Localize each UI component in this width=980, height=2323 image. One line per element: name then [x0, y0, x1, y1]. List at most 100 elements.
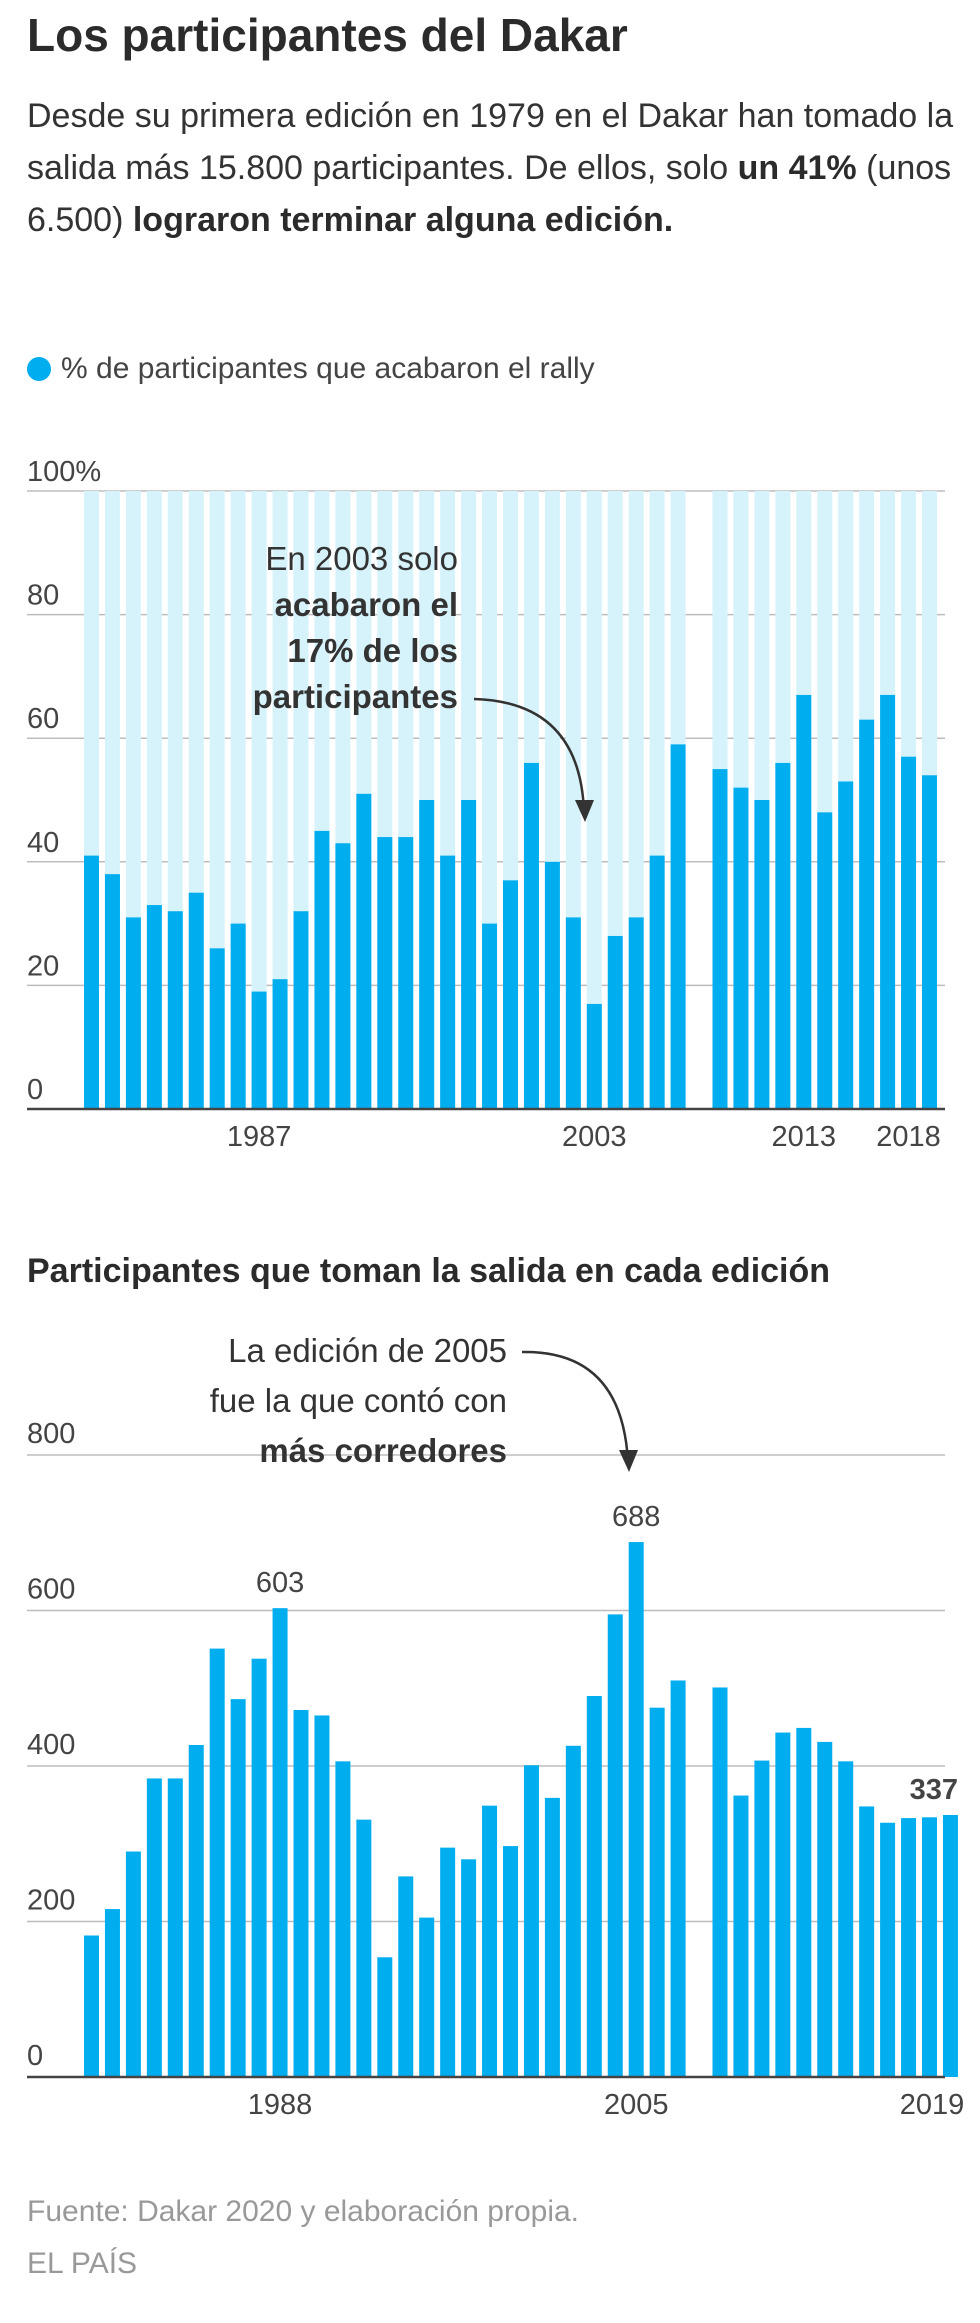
bar	[754, 1760, 770, 2077]
bar	[586, 1696, 602, 2077]
bar	[942, 1814, 958, 2077]
bar	[817, 1741, 833, 2077]
bar	[146, 905, 162, 1109]
bar	[775, 1732, 791, 2077]
bar	[314, 830, 330, 1109]
x-tick-label: 1988	[248, 2089, 313, 2121]
annotation-line: más corredores	[259, 1432, 507, 1469]
x-tick-label: 2019	[900, 2089, 965, 2121]
data-label: 337	[910, 1774, 958, 1806]
finishers-percentage-chart: 100% 80 60 40 20 0 1987 2003 2013 2018 En 2003 sol…	[27, 456, 945, 1153]
bar	[104, 874, 120, 1109]
bar	[188, 1745, 204, 2077]
annotation-line: participantes	[253, 678, 458, 715]
bar	[712, 769, 728, 1109]
bar	[461, 1859, 477, 2077]
bar	[440, 1847, 456, 2077]
bar	[314, 1715, 330, 2077]
bar	[398, 1876, 414, 2077]
bar	[712, 1687, 728, 2077]
bar	[754, 800, 770, 1109]
bar	[167, 911, 183, 1109]
bar-background	[272, 491, 288, 1109]
bar	[544, 861, 560, 1109]
bar	[859, 1806, 875, 2077]
bar	[922, 775, 937, 1109]
bar	[251, 1658, 267, 2077]
bar	[628, 1542, 644, 2077]
bar	[503, 1846, 518, 2077]
bar	[628, 917, 644, 1109]
bar	[733, 1795, 749, 2077]
source-note: Fuente: Dakar 2020 y elaboración propia.	[27, 2195, 580, 2228]
bar	[838, 781, 854, 1109]
bar	[775, 762, 791, 1109]
bar	[649, 1707, 665, 2077]
annotation-arrowhead	[619, 1450, 638, 1472]
y-tick-label: 20	[27, 950, 59, 982]
y-tick-label: 0	[27, 1074, 43, 1106]
bar	[901, 1818, 917, 2077]
y-tick-label: 600	[27, 1574, 75, 1606]
bar	[272, 1608, 288, 2077]
y-tick-label: 800	[27, 1418, 75, 1450]
data-label: 603	[256, 1567, 304, 1599]
x-tick-label: 2003	[562, 1121, 627, 1153]
intro-text-1: Desde su primera edición en 1979 en el D…	[27, 97, 954, 187]
bar	[565, 917, 581, 1109]
intro-paragraph: Desde su primera edición en 1979 en el D…	[27, 90, 957, 246]
footer: Fuente: Dakar 2020 y elaboración propia.…	[27, 2186, 579, 2290]
bar	[419, 800, 435, 1109]
bar	[84, 855, 99, 1109]
annotation-arrow	[473, 697, 586, 813]
bar	[377, 837, 393, 1109]
bar	[84, 1935, 99, 2077]
bar	[523, 762, 539, 1109]
bar	[230, 1699, 246, 2077]
x-tick-label: 2013	[772, 1121, 837, 1153]
bar	[859, 719, 875, 1109]
legend-dot-icon	[27, 357, 51, 381]
y-tick-label: 40	[27, 827, 59, 859]
bar	[796, 694, 812, 1109]
starters-count-chart: 800 600 400 200 0 603 688 337 1988 2005 2019 La edi…	[27, 1332, 965, 2121]
y-tick-label: 100%	[27, 456, 101, 488]
bar	[838, 1761, 854, 2077]
bar	[586, 1003, 602, 1109]
bar	[188, 892, 204, 1109]
bar	[670, 744, 686, 1109]
y-tick-label: 400	[27, 1729, 75, 1761]
bar	[880, 1822, 896, 2077]
intro-highlight-2: lograron terminar alguna edición.	[132, 201, 674, 239]
bar-background	[586, 491, 602, 1109]
bar	[398, 837, 414, 1109]
y-tick-label: 200	[27, 1885, 75, 1917]
bar	[230, 923, 246, 1109]
y-tick-label: 80	[27, 580, 59, 612]
bar	[817, 812, 833, 1109]
bar	[209, 948, 225, 1109]
annotation-arrow	[521, 1350, 630, 1463]
x-tick-label: 1987	[227, 1121, 292, 1153]
intro-highlight-1: un 41%	[737, 149, 857, 187]
bar	[440, 855, 456, 1109]
bar	[733, 787, 749, 1109]
bar	[419, 1917, 435, 2077]
bar	[356, 793, 372, 1109]
bar	[607, 935, 623, 1109]
y-tick-label: 0	[27, 2040, 43, 2072]
bar	[880, 694, 896, 1109]
bar	[125, 1851, 141, 2077]
bar	[565, 1745, 581, 2077]
bar	[503, 880, 518, 1109]
bar	[523, 1765, 539, 2077]
bar	[251, 991, 267, 1109]
bar	[482, 1805, 498, 2077]
bar	[293, 911, 309, 1109]
bar	[461, 800, 477, 1109]
bar	[209, 1648, 225, 2077]
brand-label: EL PAÍS	[27, 2247, 138, 2280]
chart-legend: % de participantes que acabaron el rally	[27, 352, 595, 386]
bar	[922, 1817, 937, 2077]
bar	[167, 1778, 183, 2077]
